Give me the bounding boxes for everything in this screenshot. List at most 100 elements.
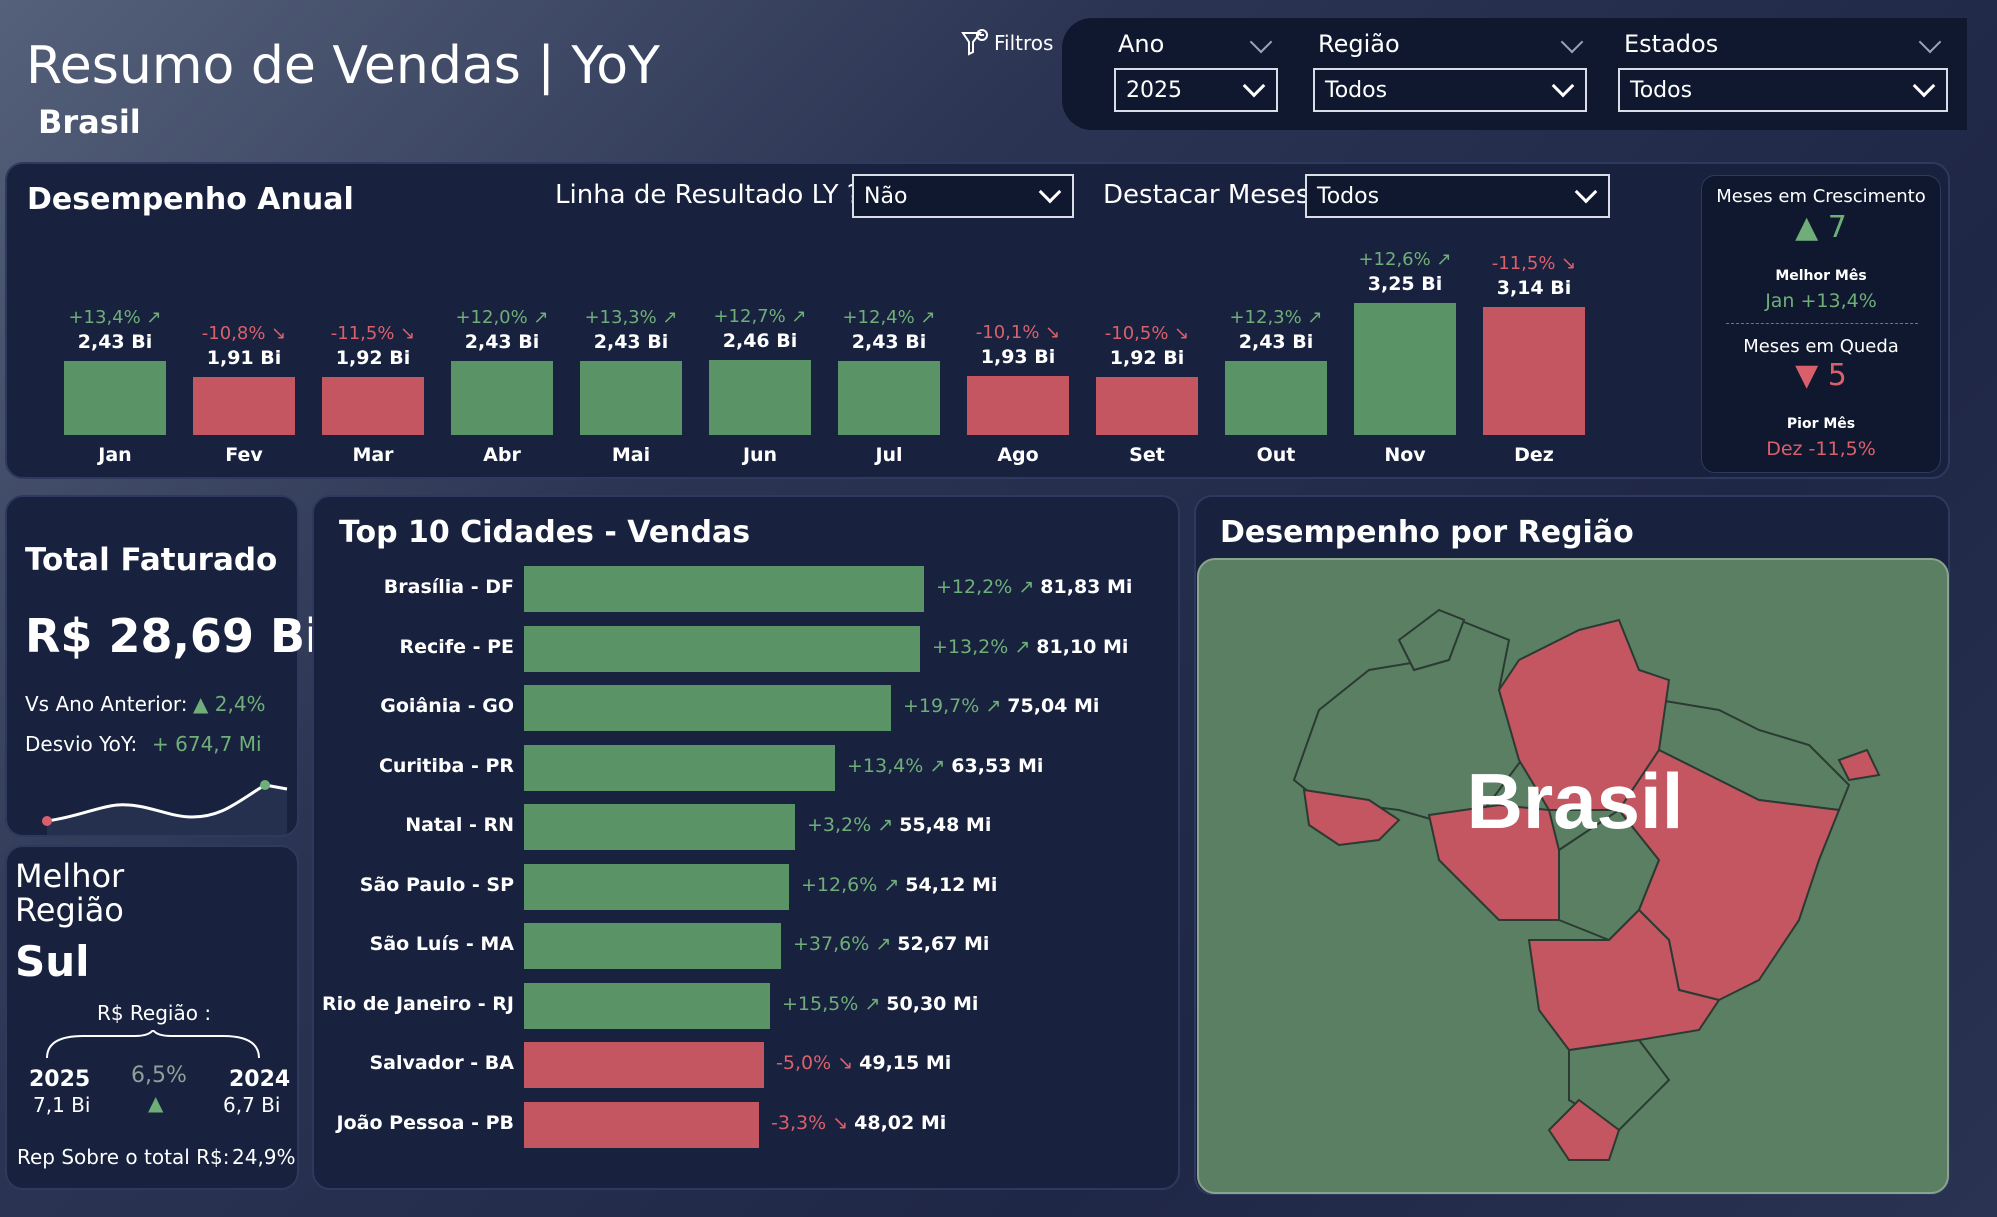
month-column[interactable]: +13,3% ↗ 2,43 Bi Mai	[580, 2, 682, 482]
month-pct: -10,8% ↘	[201, 323, 287, 344]
month-bar[interactable]	[451, 361, 553, 435]
city-row[interactable]: São Paulo - SP +12,6% ↗ 54,12 Mi	[314, 863, 1182, 910]
city-row[interactable]: Brasília - DF +12,2% ↗ 81,83 Mi	[314, 566, 1182, 612]
worst-month-value: Dez -11,5%	[1766, 438, 1876, 460]
month-pct: +12,6% ↗	[1358, 249, 1452, 270]
filter-regiao-select[interactable]: Todos	[1313, 68, 1587, 112]
city-row[interactable]: Curitiba - PR +13,4% ↗ 63,53 Mi	[314, 744, 1182, 791]
city-amount: 49,15 Mi	[859, 1052, 952, 1074]
month-label: Mai	[611, 444, 651, 466]
city-bar[interactable]	[524, 566, 924, 612]
month-column[interactable]: -11,5% ↘ 3,14 Bi Dez	[1483, 2, 1585, 482]
city-pct: +3,2% ↗	[807, 814, 894, 836]
city-bar[interactable]	[524, 744, 835, 791]
city-bar[interactable]	[524, 804, 795, 850]
month-column[interactable]: +12,3% ↗ 2,43 Bi Out	[1225, 2, 1327, 482]
city-pct: +19,7% ↗	[903, 695, 1002, 717]
city-row[interactable]: João Pessoa - PB -3,3% ↘ 48,02 Mi	[314, 1101, 1182, 1148]
bracket-icon	[46, 1030, 260, 1059]
city-amount: 52,67 Mi	[897, 933, 990, 955]
month-bar[interactable]	[967, 376, 1069, 435]
month-bar[interactable]	[1483, 307, 1585, 435]
annual-panel: Desempenho Anual Linha de Resultado LY ?…	[5, 162, 1950, 479]
filter-estados-select[interactable]: Todos	[1618, 68, 1948, 112]
city-row[interactable]: Goiânia - GO +19,7% ↗ 75,04 Mi	[314, 685, 1182, 731]
city-bar[interactable]	[524, 1042, 764, 1088]
city-row[interactable]: São Luís - MA +37,6% ↗ 52,67 Mi	[314, 923, 1182, 969]
city-amount: 50,30 Mi	[886, 992, 979, 1015]
month-pct: +12,4% ↗	[842, 307, 936, 328]
city-row[interactable]: Rio de Janeiro - RJ +15,5% ↗ 50,30 Mi	[314, 982, 1182, 1029]
filters-button[interactable]: Filtros	[960, 28, 1053, 58]
month-label: Jul	[875, 444, 903, 466]
city-amount: 81,10 Mi	[1036, 635, 1129, 658]
chevron-down-icon	[1912, 74, 1936, 98]
month-label: Fev	[225, 444, 263, 466]
city-value: +37,6% ↗ 52,67 Mi	[793, 933, 989, 955]
vs-last-year-value: ▲ 2,4%	[193, 692, 266, 716]
best-month-label: Melhor Mês	[1775, 268, 1867, 284]
month-label: Mar	[352, 444, 394, 466]
month-column[interactable]: +12,7% ↗ 2,46 Bi Jun	[709, 2, 811, 482]
best-region-title-1: Melhor	[15, 857, 125, 895]
filter-ano-select[interactable]: 2025	[1114, 68, 1278, 112]
city-bar[interactable]	[524, 923, 781, 969]
city-bar[interactable]	[524, 625, 920, 672]
month-bar[interactable]	[193, 377, 295, 435]
month-column[interactable]: -11,5% ↘ 1,92 Bi Mar	[322, 2, 424, 482]
city-bar[interactable]	[524, 982, 770, 1029]
month-column[interactable]: -10,8% ↘ 1,91 Bi Fev	[193, 2, 295, 482]
city-amount: 81,83 Mi	[1040, 576, 1133, 598]
month-column[interactable]: +12,6% ↗ 3,25 Bi Nov	[1354, 2, 1456, 482]
month-bar[interactable]	[322, 377, 424, 435]
filter-bar: Ano 2025 Região Todos Estados Todos	[1062, 18, 1967, 130]
city-name: Goiânia - GO	[380, 695, 514, 717]
ly-line-select[interactable]: Não	[852, 174, 1074, 218]
city-row[interactable]: Salvador - BA -5,0% ↘ 49,15 Mi	[314, 1042, 1182, 1088]
month-pct: -11,5% ↘	[1491, 253, 1577, 274]
month-label: Abr	[483, 444, 521, 466]
city-value: +3,2% ↗ 55,48 Mi	[807, 814, 991, 836]
month-bar[interactable]	[64, 361, 166, 435]
month-column[interactable]: +13,4% ↗ 2,43 Bi Jan	[64, 2, 166, 482]
annual-title: Desempenho Anual	[27, 182, 354, 217]
city-pct: +12,6% ↗	[801, 873, 900, 896]
best-region-panel: Melhor Região Sul R$ Região : 2025 7,1 B…	[5, 845, 299, 1190]
fall-title: Meses em Queda	[1743, 336, 1899, 357]
city-value: +13,4% ↗ 63,53 Mi	[847, 755, 1043, 777]
month-bar[interactable]	[1354, 303, 1456, 435]
month-column[interactable]: +12,4% ↗ 2,43 Bi Jul	[838, 2, 940, 482]
best-region-title-2: Região	[15, 891, 124, 929]
city-bar[interactable]	[524, 863, 789, 910]
region-year-current: 2025	[29, 1067, 91, 1092]
month-value: 1,93 Bi	[980, 346, 1056, 368]
city-pct: +13,4% ↗	[847, 754, 946, 777]
month-value: 2,46 Bi	[722, 330, 798, 352]
month-bar[interactable]	[580, 361, 682, 435]
month-bar[interactable]	[709, 360, 811, 435]
total-title: Total Faturado	[25, 542, 278, 578]
city-bar[interactable]	[524, 685, 891, 731]
month-label: Out	[1256, 444, 1296, 466]
month-pct: +12,3% ↗	[1229, 307, 1323, 328]
month-label: Jun	[742, 444, 778, 466]
month-bar[interactable]	[1225, 361, 1327, 435]
city-value: +12,2% ↗ 81,83 Mi	[936, 576, 1132, 598]
month-column[interactable]: -10,5% ↘ 1,92 Bi Set	[1096, 2, 1198, 482]
city-name: Curitiba - PR	[378, 754, 514, 777]
month-column[interactable]: -10,1% ↘ 1,93 Bi Ago	[967, 2, 1069, 482]
city-value: +12,6% ↗ 54,12 Mi	[801, 874, 997, 896]
filter-icon	[961, 29, 988, 56]
city-row[interactable]: Recife - PE +13,2% ↗ 81,10 Mi	[314, 625, 1182, 672]
vs-last-year-label: Vs Ano Anterior:	[25, 692, 188, 716]
highlight-months-select[interactable]: Todos	[1305, 174, 1610, 218]
brazil-map-svg: Brasil	[1292, 608, 1881, 1161]
brazil-map[interactable]: Brasil	[1197, 558, 1949, 1194]
city-bar[interactable]	[524, 1101, 759, 1148]
month-bar[interactable]	[838, 361, 940, 435]
month-column[interactable]: +12,0% ↗ 2,43 Bi Abr	[451, 2, 553, 482]
fall-count: ▼ 5	[1795, 358, 1847, 393]
filter-regiao-label: Região	[1318, 30, 1400, 58]
city-row[interactable]: Natal - RN +3,2% ↗ 55,48 Mi	[314, 804, 1182, 850]
month-bar[interactable]	[1096, 377, 1198, 435]
